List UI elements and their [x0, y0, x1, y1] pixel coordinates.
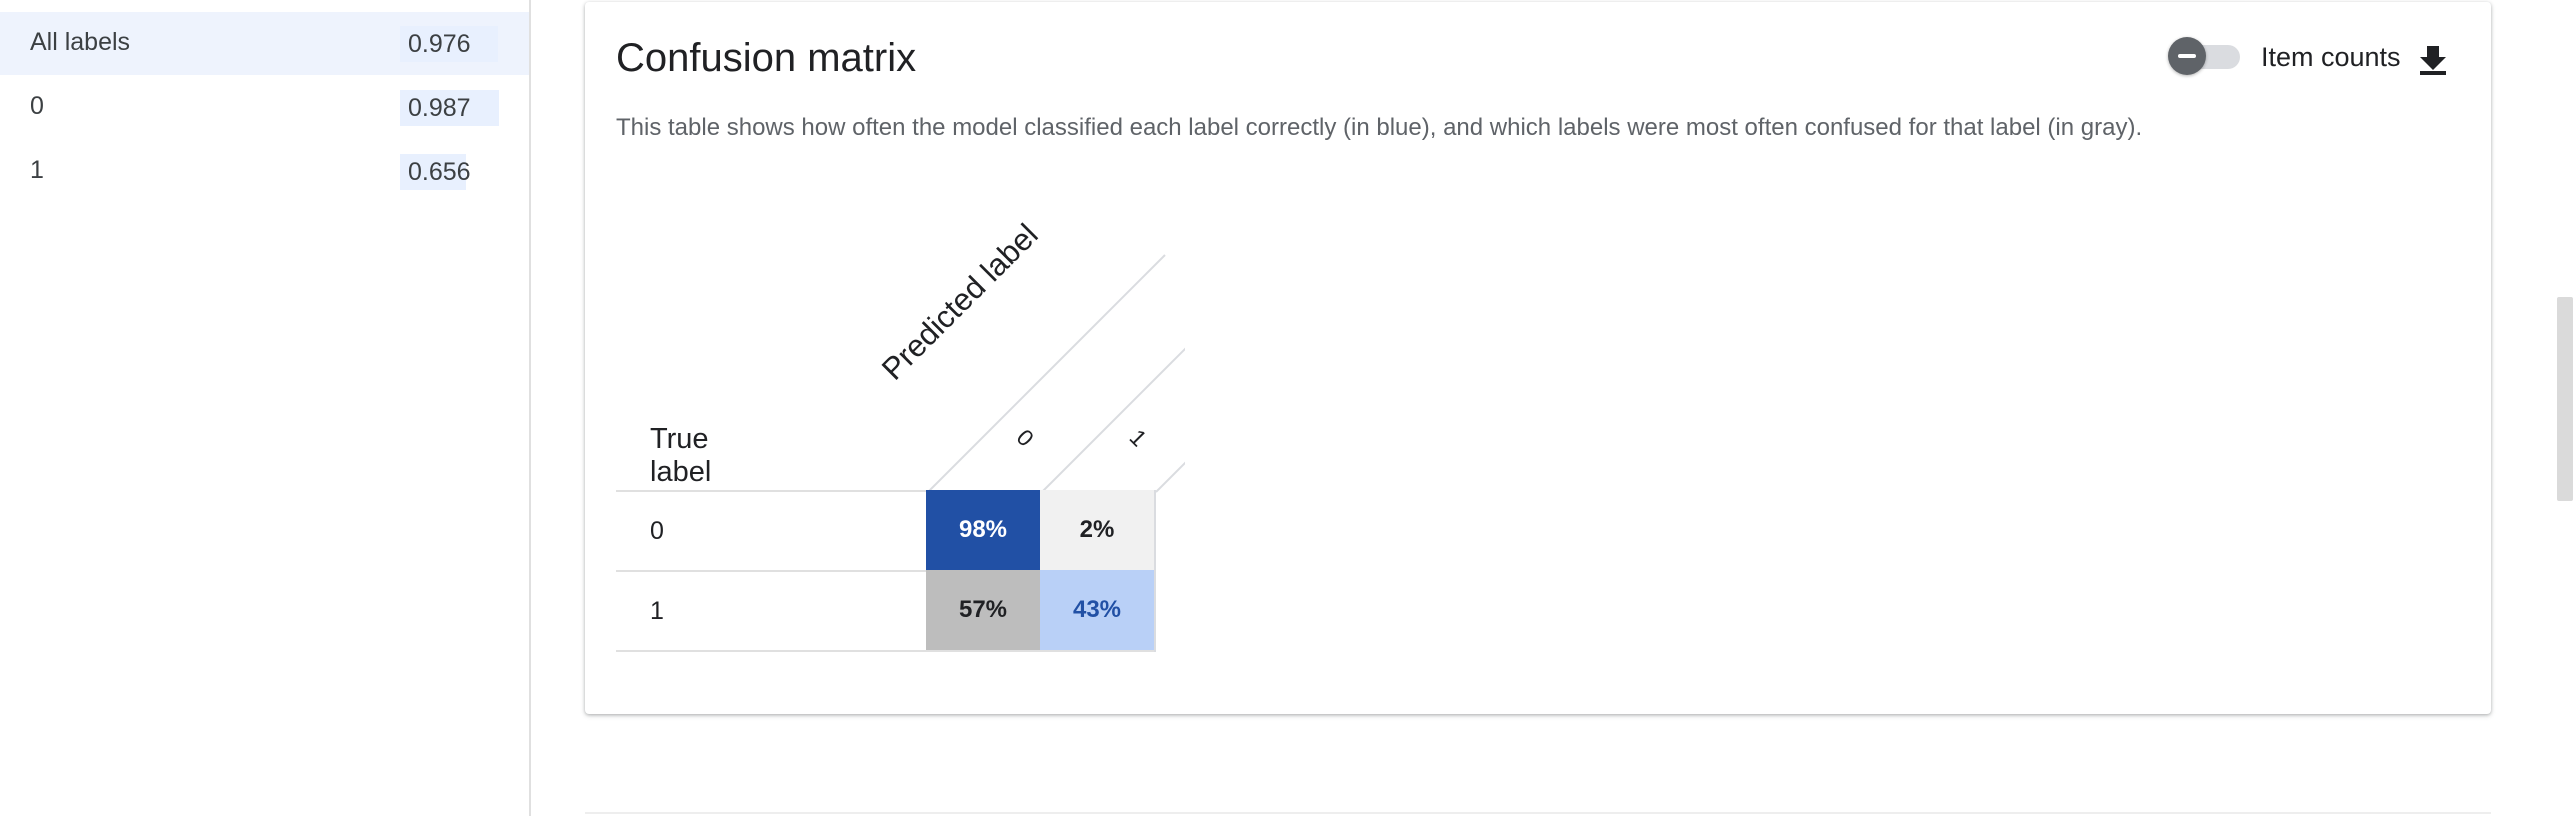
- matrix-cell[interactable]: 57%: [926, 570, 1040, 650]
- confusion-matrix-card: Confusion matrix This table shows how of…: [585, 2, 2491, 714]
- score-bar: [400, 154, 466, 190]
- true-label-header: True label: [650, 423, 712, 488]
- row-label-1: 1: [650, 597, 664, 625]
- minus-icon: [2178, 54, 2196, 58]
- label-row-0[interactable]: 0 0.987: [0, 76, 529, 139]
- score-cell: 0.987: [400, 90, 500, 126]
- row-label-0: 0: [650, 517, 664, 545]
- score-cell: 0.656: [400, 154, 500, 190]
- label-row-1[interactable]: 1 0.656: [0, 140, 529, 203]
- score-cell: 0.976: [400, 26, 500, 62]
- matrix-cell[interactable]: 2%: [1040, 490, 1154, 570]
- card-description: This table shows how often the model cla…: [616, 114, 2143, 141]
- score-bar: [400, 90, 499, 126]
- matrix-cell[interactable]: 43%: [1040, 570, 1154, 650]
- label-name: 1: [30, 156, 44, 184]
- label-name: 0: [30, 92, 44, 120]
- label-row-all-labels[interactable]: All labels 0.976: [0, 12, 529, 75]
- row-divider: [616, 650, 1156, 652]
- download-icon: [2420, 46, 2446, 75]
- toggle-thumb: [2168, 37, 2206, 75]
- item-counts-toggle[interactable]: [2168, 34, 2248, 75]
- header-diagonal-lines: [927, 254, 1185, 493]
- row-divider: [616, 570, 1156, 572]
- labels-panel: All labels 0.976 0 0.987 1 0.656: [0, 0, 531, 816]
- row-divider: [616, 490, 1156, 492]
- matrix-right-border: [1154, 490, 1156, 652]
- item-counts-label: Item counts: [2261, 42, 2401, 72]
- scrollbar-thumb[interactable]: [2557, 297, 2573, 501]
- next-card-edge: [585, 812, 2491, 814]
- score-value: 0.987: [408, 94, 471, 122]
- card-title: Confusion matrix: [616, 36, 917, 80]
- score-bar: [400, 26, 498, 62]
- label-name: All labels: [30, 28, 131, 56]
- matrix-cell[interactable]: 98%: [926, 490, 1040, 570]
- download-button[interactable]: [2413, 38, 2453, 78]
- score-value: 0.656: [408, 158, 471, 186]
- score-value: 0.976: [408, 30, 471, 58]
